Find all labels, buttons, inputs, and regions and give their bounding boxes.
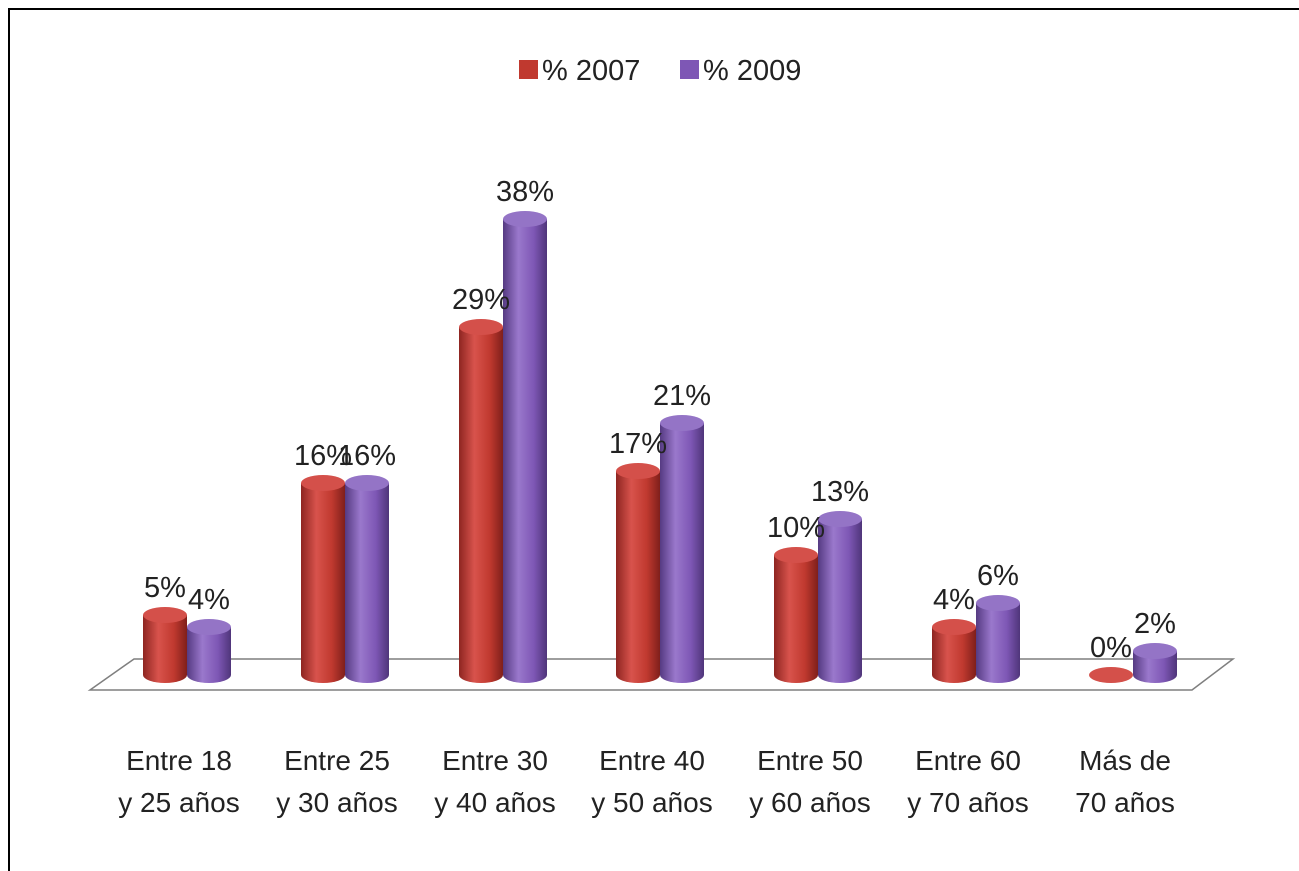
category-label-5-line0: Entre 60: [915, 745, 1021, 776]
bar-body: [932, 627, 976, 683]
bar-body: [503, 219, 547, 683]
category-label-3-line0: Entre 40: [599, 745, 705, 776]
bar-2007-1: [301, 475, 345, 683]
legend-swatch-2009: [680, 60, 699, 79]
bar-2009-2: [503, 211, 547, 683]
bar-top: [459, 319, 503, 335]
category-label-0-line0: Entre 18: [126, 745, 232, 776]
bar-2007-2: [459, 319, 503, 683]
bar-2009-6: [1133, 643, 1177, 683]
bar-body: [660, 423, 704, 683]
data-labels: 5% 4%16%16%29%38%17%21%10%13%4%6%0%2%: [144, 176, 1176, 664]
bar-2009-1: [345, 475, 389, 683]
data-label-2007-2: 29%: [452, 284, 510, 316]
bar-body: [976, 603, 1020, 683]
bar-top: [616, 463, 660, 479]
data-label-2007-3: 17%: [609, 428, 667, 460]
data-label-2007-6: 0%: [1090, 632, 1132, 664]
category-label-0-line1: y 25 años: [118, 787, 239, 818]
bar-2009-0: [187, 619, 231, 683]
bar-top: [143, 607, 187, 623]
data-label-2009-2: 38%: [496, 176, 554, 208]
data-label-2007-5: 4%: [933, 584, 975, 616]
bar-2007-3: [616, 463, 660, 683]
bar-body: [1133, 651, 1177, 683]
data-label-2007-1: 16%: [294, 440, 352, 472]
bar-body: [459, 327, 503, 683]
legend-label-2009: % 2009: [703, 55, 801, 87]
bar-2009-3: [660, 415, 704, 683]
bar-top: [1089, 667, 1133, 683]
category-label-3-line1: y 50 años: [591, 787, 712, 818]
bar-body: [774, 555, 818, 683]
category-label-4-line1: y 60 años: [749, 787, 870, 818]
bar-top: [774, 547, 818, 563]
bar-top: [503, 211, 547, 227]
data-label-2009-1: 16%: [338, 440, 396, 472]
bars: [143, 211, 1177, 683]
bar-top: [301, 475, 345, 491]
bar-top: [818, 511, 862, 527]
bar-2007-6: [1089, 667, 1133, 683]
bar-2007-0: [143, 607, 187, 683]
data-label-2009-5: 6%: [977, 560, 1019, 592]
bar-top: [976, 595, 1020, 611]
legend-label-2007: % 2007: [542, 55, 640, 87]
legend: % 2007 % 2009: [519, 55, 801, 87]
bar-top: [345, 475, 389, 491]
bar-body: [187, 627, 231, 683]
bar-body: [345, 483, 389, 683]
category-label-6-line0: Más de: [1079, 745, 1171, 776]
bar-top: [660, 415, 704, 431]
bar-2007-5: [932, 619, 976, 683]
bar-body: [818, 519, 862, 683]
category-label-1-line1: y 30 años: [276, 787, 397, 818]
data-label-2007-4: 10%: [767, 512, 825, 544]
chart-frame: [8, 8, 1299, 871]
bar-body: [301, 483, 345, 683]
legend-swatch-2007: [519, 60, 538, 79]
bar-body: [143, 615, 187, 683]
bar-2009-5: [976, 595, 1020, 683]
bar-body: [616, 471, 660, 683]
bar-top: [1133, 643, 1177, 659]
bar-top: [932, 619, 976, 635]
bar-2007-4: [774, 547, 818, 683]
category-label-5-line1: y 70 años: [907, 787, 1028, 818]
bar-top: [187, 619, 231, 635]
category-label-4-line0: Entre 50: [757, 745, 863, 776]
category-label-1-line0: Entre 25: [284, 745, 390, 776]
data-label-2009-0: 4%: [188, 584, 230, 616]
category-labels: Entre 18 y 25 años Entre 25 y 30 años Entre …: [118, 745, 1175, 818]
category-label-2-line1: y 40 años: [434, 787, 555, 818]
category-label-6-line1: 70 años: [1075, 787, 1175, 818]
data-label-2009-6: 2%: [1134, 608, 1176, 640]
data-label-2007-0: 5%: [144, 572, 186, 604]
bar-2009-4: [818, 511, 862, 683]
data-label-2009-4: 13%: [811, 476, 869, 508]
data-label-2009-3: 21%: [653, 380, 711, 412]
category-label-2-line0: Entre 30: [442, 745, 548, 776]
